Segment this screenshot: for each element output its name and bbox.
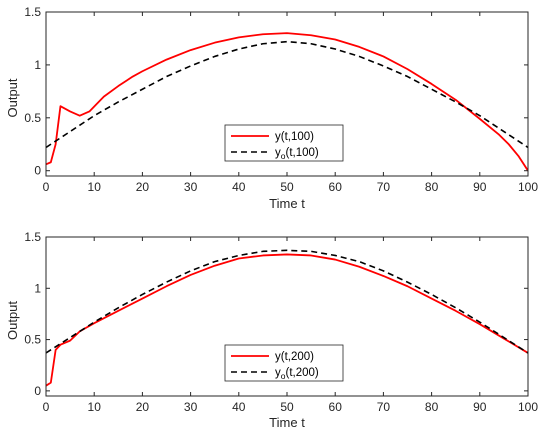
x-tick-label: 90 — [473, 400, 487, 414]
x-tick-label: 20 — [136, 180, 150, 194]
x-tick-label: 70 — [377, 400, 391, 414]
series-line-y — [46, 253, 528, 387]
x-tick-label: 0 — [43, 400, 50, 414]
y-tick-label: 1 — [34, 281, 41, 295]
series-line-yo — [46, 40, 528, 149]
legend-entry-y: y(t,200) — [275, 351, 314, 363]
legend-subscript: o — [281, 151, 286, 161]
legend-entry-y: y(t,100) — [275, 131, 314, 143]
legend-main: y(t,200) — [275, 351, 314, 363]
legend-subscript: o — [281, 371, 286, 381]
legend-box — [224, 344, 344, 382]
x-tick-label: 100 — [518, 400, 538, 414]
x-tick-label: 40 — [232, 400, 246, 414]
legend-entry-yo: yo(t,100) — [275, 147, 319, 161]
legend: y(t,200)yo(t,200) — [224, 344, 344, 382]
legend-rest: (t,100) — [285, 147, 318, 159]
x-tick-label: 60 — [329, 180, 343, 194]
x-axis-label: Time t — [269, 196, 305, 211]
x-tick-label: 0 — [43, 180, 50, 194]
bottom-chart: 0 10 20 30 40 50 60 70 80 90 100 0 0.5 1 1.5 Time t Outp… — [5, 230, 538, 430]
x-tick-label: 20 — [136, 400, 150, 414]
legend-main: y — [275, 367, 281, 379]
y-tick-label: 0 — [34, 384, 41, 398]
y-tick-label: 0.5 — [24, 333, 41, 347]
y-axis-label: Output — [5, 301, 20, 340]
x-tick-label: 50 — [280, 400, 294, 414]
x-tick-label: 90 — [473, 180, 487, 194]
y-tick-label: 1 — [34, 58, 41, 72]
y-axis-label: Output — [5, 78, 20, 117]
x-tick-label: 70 — [377, 180, 391, 194]
y-tick-label: 0 — [34, 164, 41, 178]
series-group — [46, 32, 528, 172]
x-tick-label: 80 — [425, 180, 439, 194]
x-tick-label: 10 — [88, 400, 102, 414]
legend: y(t,100)yo(t,100) — [224, 124, 344, 162]
series-line-yo — [46, 249, 528, 354]
series-line-y — [46, 32, 528, 172]
legend-main: y — [275, 147, 281, 159]
top-chart: 0 10 20 30 40 50 60 70 80 90 100 0 0.5 1 1.5 Time t Outp… — [5, 5, 538, 211]
legend-main: y(t,100) — [275, 131, 314, 143]
legend-box — [224, 124, 344, 162]
x-tick-label: 100 — [518, 180, 538, 194]
legend-rest: (t,200) — [285, 367, 318, 379]
x-tick-label: 50 — [280, 180, 294, 194]
x-tick-label: 30 — [184, 400, 198, 414]
x-tick-label: 60 — [329, 400, 343, 414]
series-group — [46, 249, 528, 387]
legend-entry-yo: yo(t,200) — [275, 367, 319, 381]
x-tick-label: 10 — [88, 180, 102, 194]
x-axis-label: Time t — [269, 415, 305, 430]
y-tick-label: 0.5 — [24, 111, 41, 125]
x-tick-label: 30 — [184, 180, 198, 194]
x-tick-label: 80 — [425, 400, 439, 414]
x-tick-label: 40 — [232, 180, 246, 194]
y-tick-label: 1.5 — [24, 230, 41, 244]
y-tick-label: 1.5 — [24, 5, 41, 19]
